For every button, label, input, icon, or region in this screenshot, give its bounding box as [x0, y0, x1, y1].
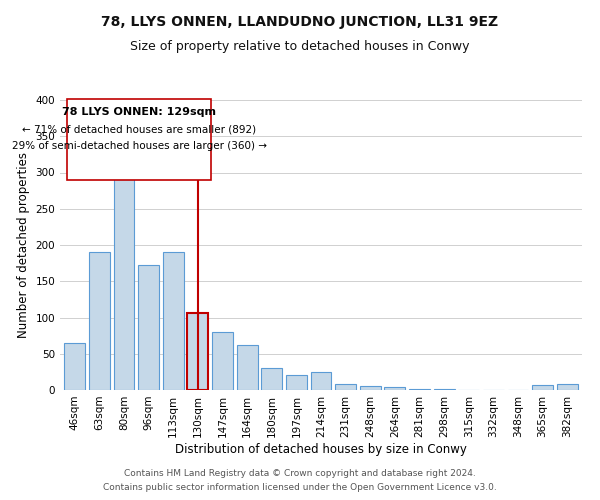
Bar — [64, 343, 85, 390]
Bar — [557, 384, 578, 390]
Y-axis label: Number of detached properties: Number of detached properties — [17, 152, 30, 338]
Text: 78, LLYS ONNEN, LLANDUDNO JUNCTION, LL31 9EZ: 78, LLYS ONNEN, LLANDUDNO JUNCTION, LL31… — [101, 15, 499, 29]
Bar — [261, 368, 282, 390]
Bar — [360, 386, 381, 390]
Bar — [236, 345, 257, 390]
Bar — [385, 387, 406, 390]
Bar — [286, 375, 307, 390]
Text: Contains HM Land Registry data © Crown copyright and database right 2024.: Contains HM Land Registry data © Crown c… — [124, 468, 476, 477]
Bar — [113, 174, 134, 390]
Text: 78 LLYS ONNEN: 129sqm: 78 LLYS ONNEN: 129sqm — [62, 106, 217, 117]
FancyBboxPatch shape — [67, 98, 211, 180]
Bar — [532, 385, 553, 390]
Bar — [335, 384, 356, 390]
Bar — [409, 388, 430, 390]
Text: 29% of semi-detached houses are larger (360) →: 29% of semi-detached houses are larger (… — [12, 142, 267, 152]
Bar — [311, 372, 331, 390]
X-axis label: Distribution of detached houses by size in Conwy: Distribution of detached houses by size … — [175, 442, 467, 456]
Bar — [89, 252, 110, 390]
Text: ← 71% of detached houses are smaller (892): ← 71% of detached houses are smaller (89… — [22, 124, 256, 134]
Bar — [163, 252, 184, 390]
Bar — [212, 332, 233, 390]
Bar — [187, 313, 208, 390]
Text: Size of property relative to detached houses in Conwy: Size of property relative to detached ho… — [130, 40, 470, 53]
Bar — [138, 266, 159, 390]
Text: Contains public sector information licensed under the Open Government Licence v3: Contains public sector information licen… — [103, 484, 497, 492]
